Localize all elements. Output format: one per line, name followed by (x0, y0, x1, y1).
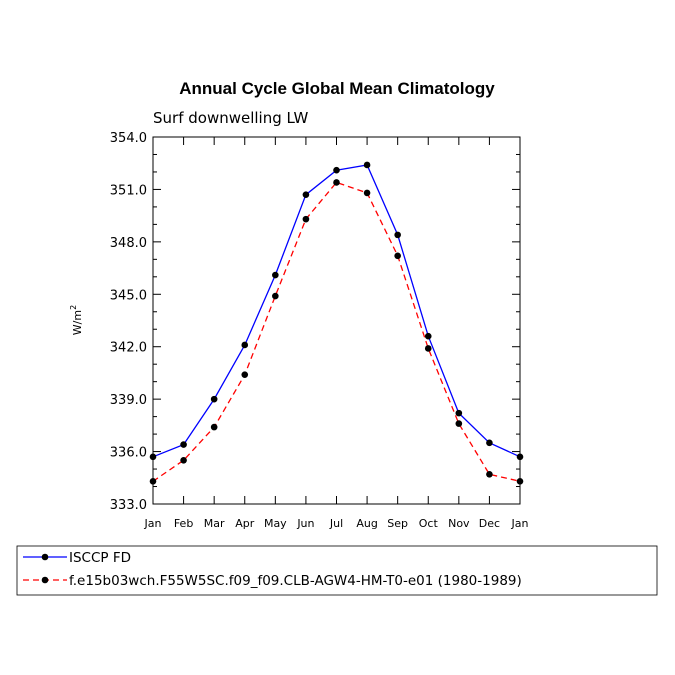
y-tick-label: 339.0 (110, 393, 147, 408)
y-axis-label-superscript: 2 (69, 305, 78, 310)
series-1-point (241, 371, 249, 378)
x-tick-label: Jun (296, 517, 314, 530)
series-0-point (516, 453, 524, 461)
series-1-point (363, 189, 371, 197)
y-tick-label: 348.0 (110, 236, 147, 251)
series-0-point (241, 341, 249, 349)
series-1-point (424, 345, 432, 352)
x-tick-label: Nov (448, 517, 470, 530)
x-tick-label: Jan (144, 517, 162, 530)
series-line-0 (152, 164, 521, 458)
x-tick-label: Apr (235, 517, 255, 530)
x-tick-label: Aug (356, 517, 377, 530)
x-tick-label: May (264, 517, 287, 530)
x-axis-ticks: Jan Feb Mar Apr May Jun Jul Aug Sep Oct Nov Dec Jan (144, 137, 529, 530)
series-0-point (394, 231, 401, 239)
series-0-point (424, 332, 432, 340)
series-0-point (486, 439, 493, 447)
x-tick-label: Feb (174, 517, 193, 530)
chart-title: Annual Cycle Global Mean Climatology (179, 79, 495, 98)
x-tick-label: Jan (511, 517, 529, 530)
series-1-point (180, 457, 187, 464)
series-1-point (486, 470, 493, 478)
legend-marker-1 (41, 576, 49, 584)
y-tick-label: 336.0 (110, 446, 147, 461)
chart-subtitle: Surf downwelling LW (153, 109, 308, 127)
y-tick-label: 342.0 (110, 341, 147, 356)
legend-marker-0 (41, 553, 49, 561)
y-tick-label: 351.0 (110, 183, 147, 198)
y-axis-label: W/m2 (69, 305, 84, 335)
series-line-1 (152, 181, 521, 482)
x-tick-label: Mar (204, 517, 225, 530)
series-0-point (210, 395, 218, 403)
legend-label-0: ISCCP FD (69, 550, 131, 566)
series-0-point (333, 166, 340, 174)
series-0-point (180, 441, 187, 448)
y-axis-ticks: 333.0 336.0 339.0 342.0 345.0 348.0 351.0 354.0 (110, 131, 520, 513)
x-tick-label: Oct (419, 517, 439, 530)
legend: ISCCP FD f.e15b03wch.F55W5SC.f09_f09.CLB-… (23, 550, 522, 589)
series-0-point (272, 271, 279, 279)
x-tick-label: Sep (387, 517, 408, 530)
y-tick-label: 333.0 (110, 498, 147, 513)
y-tick-label: 354.0 (110, 131, 147, 146)
series-1-point (455, 420, 463, 427)
x-tick-label: Dec (479, 517, 500, 530)
series-1-point (149, 477, 157, 485)
plot-frame (152, 136, 521, 505)
series-1-point (516, 477, 524, 485)
series-0-point (455, 409, 463, 417)
x-tick-label: Jul (329, 517, 343, 530)
series-1-point (302, 215, 310, 223)
y-tick-label: 345.0 (110, 288, 147, 303)
series-1-point (394, 252, 401, 260)
legend-label-1: f.e15b03wch.F55W5SC.f09_f09.CLB-AGW4-HM-… (69, 573, 522, 589)
legend-box (16, 545, 658, 596)
series-0-point (302, 191, 310, 198)
series-0-point (149, 453, 157, 461)
series-1-point (272, 292, 279, 300)
series-1-point (210, 423, 218, 431)
series-1-point (333, 179, 340, 186)
series-0-point (363, 161, 371, 169)
y-axis-label-unit: W/m (71, 310, 84, 335)
series-layer (149, 161, 524, 485)
